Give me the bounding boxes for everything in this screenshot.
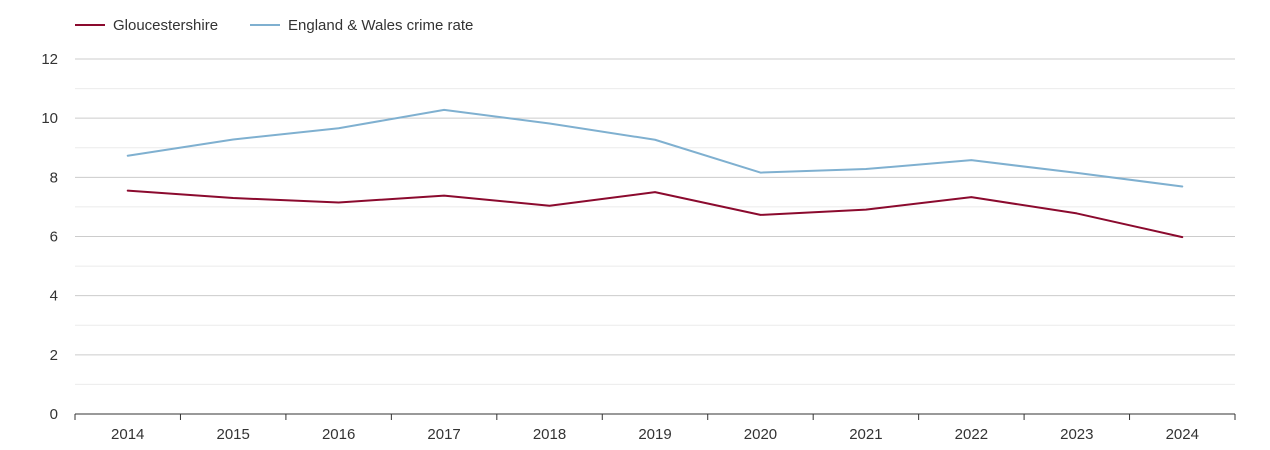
legend[interactable]: Gloucestershire England & Wales crime ra… [75, 17, 473, 34]
x-tick-label: 2022 [955, 426, 988, 443]
x-tick-label: 2017 [427, 426, 460, 443]
y-tick-label: 10 [41, 110, 58, 127]
x-tick-label: 2014 [111, 426, 144, 443]
x-tick-label: 2023 [1060, 426, 1093, 443]
x-tick-label: 2020 [744, 426, 777, 443]
series-line-england-wales-crime-rate [126, 108, 1184, 188]
series-line-gloucestershire [126, 189, 1184, 239]
y-tick-label: 6 [50, 229, 58, 246]
y-tick-label: 2 [50, 347, 58, 364]
axes: 0 2 4 6 8 10 12 2014 2015 2016 2017 2018 2019 2020 202… [41, 51, 1236, 443]
series-lines [126, 108, 1184, 239]
y-tick-label: 12 [41, 51, 58, 68]
grid-lines [75, 58, 1235, 385]
x-tick-label: 2024 [1166, 426, 1199, 443]
x-tick-label: 2015 [216, 426, 249, 443]
x-tick-label: 2016 [322, 426, 355, 443]
y-tick-label: 8 [50, 169, 58, 186]
y-tick-label: 4 [50, 288, 58, 305]
y-tick-label: 0 [50, 406, 58, 423]
legend-label-england-wales[interactable]: England & Wales crime rate [288, 17, 473, 34]
x-tick-label: 2018 [533, 426, 566, 443]
x-tick-label: 2021 [849, 426, 882, 443]
legend-label-gloucestershire[interactable]: Gloucestershire [113, 17, 218, 34]
x-tick-label: 2019 [638, 426, 671, 443]
